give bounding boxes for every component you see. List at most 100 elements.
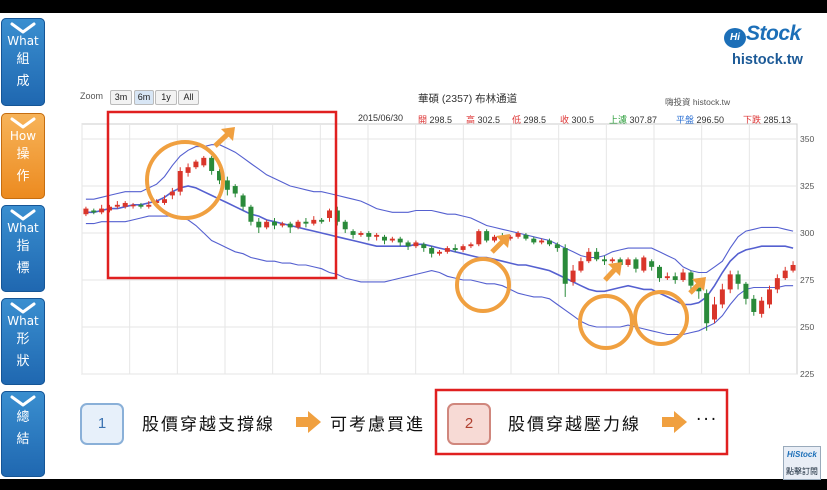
- candle-body: [185, 167, 191, 173]
- y-tick-label: 350: [800, 134, 814, 144]
- histock-logo[interactable]: Hi Stock histock.tw: [724, 22, 820, 72]
- candle-body: [99, 208, 105, 213]
- candle-body: [727, 274, 733, 290]
- candle-body: [515, 233, 521, 237]
- zoom-button-3m[interactable]: 3m: [110, 90, 132, 105]
- candle-body: [279, 223, 285, 226]
- chart-source: 嗨投資 histock.tw: [665, 97, 731, 107]
- candle-body: [327, 210, 332, 218]
- zoom-button-1y[interactable]: 1y: [155, 90, 177, 105]
- candle-body: [319, 219, 325, 222]
- candle-body: [617, 259, 623, 265]
- nav-tab-label: What: [7, 314, 39, 328]
- step-1-arrow-icon: [296, 411, 321, 433]
- nav-tab-char: 操: [16, 147, 30, 162]
- candle-body: [625, 259, 631, 265]
- candle-body: [523, 234, 529, 239]
- candle-body: [201, 157, 207, 166]
- candle-body: [209, 157, 215, 171]
- candle-body: [696, 287, 702, 292]
- candle-body: [641, 257, 647, 271]
- nav-tab-char: 結: [16, 432, 30, 447]
- nav-tab-label: What: [7, 221, 39, 235]
- candle-body: [657, 266, 662, 279]
- upper-band-value: 上濾 307.87: [609, 115, 658, 125]
- candle-body: [554, 244, 560, 249]
- y-tick-label: 250: [800, 322, 814, 332]
- highlight-box-step2: [434, 388, 729, 456]
- candle-body: [138, 204, 144, 207]
- nav-tab-0[interactable]: What 組成: [1, 18, 45, 106]
- candle-body: [429, 248, 435, 254]
- candle-body: [272, 221, 277, 226]
- candle-body: [460, 246, 466, 250]
- candle-body: [224, 180, 230, 190]
- chevron-down-icon: [10, 302, 36, 314]
- zoom-button-6m[interactable]: 6m: [134, 90, 154, 105]
- candle-body: [767, 289, 772, 305]
- nav-tab-label: What: [7, 34, 39, 48]
- candle-body: [303, 221, 309, 224]
- candle-body: [397, 238, 403, 243]
- candle-body: [114, 204, 120, 207]
- candle-body: [507, 236, 513, 239]
- highlight-circle: [578, 294, 634, 350]
- candle-body: [350, 231, 356, 235]
- candle-body: [688, 272, 694, 286]
- nav-tab-4[interactable]: 總結: [1, 391, 45, 477]
- candle-body: [774, 278, 780, 290]
- candle-body: [712, 304, 717, 320]
- candle-body: [162, 199, 167, 203]
- side-navigation: What 組成 How 操作 What 指標 What 形狀總結: [0, 13, 46, 479]
- nav-tab-3[interactable]: What 形狀: [1, 298, 45, 385]
- candle-body: [570, 270, 576, 282]
- candle-body: [759, 300, 765, 314]
- chevron-down-icon: [10, 395, 36, 407]
- candle-body: [735, 274, 741, 284]
- orange-arrowhead-icon: [608, 262, 622, 276]
- orange-arrowhead-icon: [692, 277, 706, 291]
- candle-body: [704, 293, 710, 324]
- candle-body: [334, 210, 340, 222]
- nav-tab-1[interactable]: How 操作: [1, 113, 45, 199]
- candle-body: [578, 261, 584, 271]
- nav-tab-char: 形: [16, 332, 30, 347]
- chevron-down-icon: [10, 22, 36, 34]
- candle-body: [248, 206, 254, 222]
- subscribe-button[interactable]: HiStock 點擊訂閱: [783, 446, 821, 480]
- candle-body: [130, 204, 136, 207]
- candle-body: [342, 221, 348, 230]
- candle-body: [366, 233, 372, 237]
- zoom-label: Zoom: [80, 91, 104, 101]
- nav-tab-2[interactable]: What 指標: [1, 205, 45, 292]
- bottom-black-bar: [0, 479, 827, 490]
- y-tick-label: 275: [800, 275, 814, 285]
- nav-tab-char: 成: [16, 74, 30, 89]
- nav-tab-char: 標: [16, 261, 30, 276]
- close-value: 收 300.5: [560, 115, 595, 125]
- zoom-button-All[interactable]: All: [178, 90, 199, 105]
- candle-body: [437, 251, 442, 254]
- candle-body: [782, 270, 788, 279]
- candle-body: [413, 242, 419, 247]
- step-2-result: ···: [696, 410, 719, 430]
- nav-tab-char: 作: [16, 169, 30, 184]
- candle-body: [531, 238, 537, 243]
- y-tick-label: 325: [800, 181, 814, 191]
- nav-tab-char: 組: [16, 52, 30, 67]
- candle-body: [107, 206, 112, 211]
- lower-band-line: [85, 215, 794, 336]
- y-tick-label: 225: [800, 369, 814, 379]
- step-1-badge: 1: [80, 403, 124, 445]
- candle-body: [649, 261, 655, 267]
- logo-hi-mark: Hi: [724, 28, 746, 48]
- logo-url: histock.tw: [732, 52, 803, 68]
- chart-date: 2015/06/30: [358, 113, 404, 123]
- candle-body: [790, 264, 796, 271]
- candle-body: [177, 170, 183, 192]
- candle-body: [452, 248, 458, 250]
- chevron-down-icon: [10, 117, 36, 129]
- candle-body: [539, 240, 545, 243]
